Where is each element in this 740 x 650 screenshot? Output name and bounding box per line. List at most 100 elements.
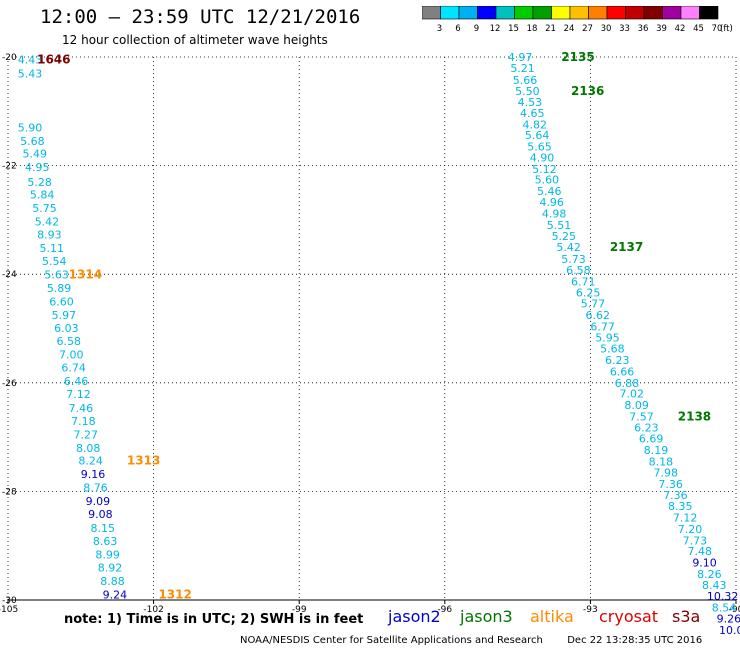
- pass-time-label: 2137: [610, 240, 643, 254]
- swh-value-label: 4.90: [530, 151, 555, 164]
- x-tick-label: -93: [583, 605, 598, 615]
- color-scale-legend: 3 6 9 12 15 18 21 24 27 30 33 36 39 42 45 70(ft): [422, 6, 733, 34]
- series-jason3: 4.975.215.665.504.534.654.825.645.654.90…: [508, 50, 740, 637]
- series-altika: 4.435.43 5.905.685.494.95 5.285.845.755.42…: [18, 53, 192, 602]
- swh-value-label: 5.42: [35, 216, 60, 229]
- swh-value-label: 4.98: [542, 207, 567, 220]
- color-swatch: [699, 6, 719, 20]
- swh-value-label: 8.63: [93, 535, 118, 548]
- color-tick-label: 30: [601, 24, 612, 34]
- swh-value-label: 8.18: [649, 456, 674, 469]
- swh-value-label: 5.49: [23, 148, 47, 161]
- swh-value-label: 10.32: [707, 590, 739, 603]
- data-marks: 4.435.435.905.685.494.955.285.845.755.42…: [18, 50, 740, 637]
- page-title: 12:00 – 23:59 UTC 12/21/2016: [40, 6, 361, 28]
- color-tick-label: 70: [712, 24, 723, 34]
- swh-value-label: 9.09: [86, 495, 111, 508]
- swh-value-label: 7.57: [629, 410, 654, 423]
- swh-value-label: 5.66: [513, 74, 538, 87]
- swh-value-label: 8.88: [100, 575, 125, 588]
- x-tick-label: -99: [292, 605, 307, 615]
- swh-value-label: 8.76: [83, 482, 108, 495]
- swh-value-label: 7.12: [66, 388, 91, 401]
- swh-value-label: 5.68: [20, 135, 44, 148]
- page-subtitle: 12 hour collection of altimeter wave hei…: [62, 33, 328, 47]
- y-tick-label: -20: [2, 53, 17, 63]
- swh-value-label: 6.69: [639, 433, 664, 446]
- swh-value-label: 5.28: [27, 176, 52, 189]
- swh-value-label: 7.27: [74, 428, 99, 441]
- swh-value-label: 6.03: [54, 322, 79, 335]
- swh-value-label: 7.48: [687, 545, 712, 558]
- color-tick-label: 15: [508, 24, 519, 34]
- swh-value-label: 5.50: [515, 85, 540, 98]
- swh-value-label: 5.68: [600, 343, 625, 356]
- swh-value-label: 8.99: [95, 548, 120, 561]
- legend-altika: altika: [530, 607, 574, 626]
- swh-value-label: 8.08: [76, 442, 101, 455]
- color-tick-label: 18: [527, 24, 538, 34]
- swh-value-label: 5.12: [532, 163, 557, 176]
- pass-time-label: 1312: [158, 588, 191, 602]
- swh-value-label: 5.21: [510, 62, 535, 75]
- swh-value-label: 6.66: [610, 365, 635, 378]
- pass-time-label: 2135: [561, 50, 594, 64]
- swh-value-label: 5.60: [535, 174, 560, 187]
- swh-value-label: 8.93: [37, 229, 62, 242]
- color-tick-label: 45: [693, 24, 704, 34]
- swh-value-label: 5.25: [552, 230, 577, 243]
- swh-value-label: 4.82: [522, 118, 547, 131]
- swh-value-label: 8.15: [91, 522, 116, 535]
- color-tick-label: 42: [675, 24, 686, 34]
- x-tick-label: -96: [437, 605, 452, 615]
- swh-value-label: 7.02: [620, 388, 645, 401]
- swh-value-label: 5.77: [581, 298, 606, 311]
- y-tick-label: -26: [2, 379, 17, 389]
- swh-value-label: 6.23: [605, 354, 630, 367]
- swh-value-label: 5.64: [525, 129, 550, 142]
- x-tick-label: -105: [0, 605, 18, 615]
- color-tick-label: 24: [564, 24, 575, 34]
- swh-value-label: 8.92: [98, 561, 123, 574]
- swh-value-label: 5.11: [40, 242, 64, 255]
- swh-value-label: 4.53: [518, 96, 543, 109]
- swh-value-label: 9.24: [103, 589, 128, 602]
- swh-value-label: 6.77: [590, 320, 615, 333]
- swh-value-label: 5.89: [47, 282, 72, 295]
- color-tick-label: 36: [638, 24, 649, 34]
- color-tick-label: 21: [545, 24, 556, 34]
- swh-value-label: 5.75: [32, 202, 57, 215]
- legend-s3a: s3a: [672, 607, 701, 626]
- swh-value-label: 8.09: [624, 399, 649, 412]
- swh-value-label: 10.05: [719, 624, 740, 637]
- y-tick-label: -28: [2, 487, 17, 497]
- swh-value-label: 9.08: [88, 508, 113, 521]
- swh-value-label: 4.97: [508, 51, 532, 64]
- swh-value-label: 5.90: [18, 122, 42, 135]
- color-unit-label: (ft): [720, 24, 733, 34]
- swh-value-label: 7.12: [673, 511, 698, 524]
- credit-line: NOAA/NESDIS Center for Satellite Applica…: [240, 635, 702, 646]
- color-tick-label: 3: [437, 24, 442, 34]
- pass-time-label: 1646: [37, 53, 70, 67]
- swh-value-label: 7.98: [653, 466, 678, 479]
- swh-value-label: 8.19: [644, 444, 669, 457]
- x-tick-label: -90: [729, 605, 740, 615]
- swh-value-label: 7.20: [678, 523, 703, 536]
- swh-value-label: 4.65: [520, 107, 545, 120]
- y-tick-label: -30: [2, 596, 17, 606]
- grid-lines: [7, 56, 737, 601]
- swh-value-label: 4.43: [18, 54, 42, 67]
- swh-value-label: 5.95: [595, 332, 620, 345]
- swh-value-label: 5.51: [547, 219, 572, 232]
- legend-jason2: jason2: [388, 607, 441, 626]
- swh-value-label: 9.10: [692, 557, 717, 570]
- color-tick-label: 33: [619, 24, 630, 34]
- color-tick-label: 39: [656, 24, 667, 34]
- swh-value-label: 5.46: [537, 185, 562, 198]
- footer-note: note: 1) Time is in UTC; 2) SWH is in fe…: [64, 612, 364, 627]
- swh-value-label: 5.84: [30, 188, 55, 201]
- swh-value-label: 8.54: [712, 602, 737, 615]
- pass-time-label: 1313: [127, 453, 160, 467]
